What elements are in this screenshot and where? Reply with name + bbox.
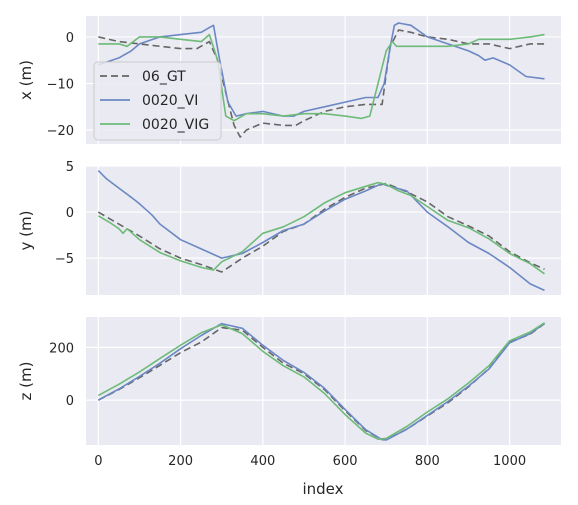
legend-label: 0020_VI <box>142 93 198 109</box>
legend-box <box>93 61 222 141</box>
series-line-0020_VIG <box>97 322 545 440</box>
x-tick-label: 400 <box>250 454 275 469</box>
x-tick-label: 1000 <box>493 454 526 469</box>
y-tick-label: 200 <box>49 341 74 356</box>
plot-background <box>86 166 561 295</box>
y-tick-label: −10 <box>47 77 74 92</box>
legend: 06_GT 0020_VI 0020_VIG <box>93 61 222 141</box>
y-tick-label: 0 <box>66 394 74 409</box>
series-line-06_GT <box>97 182 545 273</box>
panel-z: 0 200 400 600 800 1000 200 0 z (m) <box>17 317 561 469</box>
series-line-06_GT <box>97 322 545 441</box>
series-line-06_GT <box>98 29 545 138</box>
x-tick-label: 0 <box>94 454 102 469</box>
series-line-0020_VI <box>97 170 545 292</box>
series-line-0020_VIG <box>98 33 545 122</box>
series-line-0020_VIG <box>97 181 545 275</box>
series-line-0020_VI <box>98 22 545 117</box>
y-axis-label: x (m) <box>17 60 35 100</box>
legend-label: 06_GT <box>142 69 186 85</box>
y-axis-label: y (m) <box>17 211 35 251</box>
y-tick-label: 0 <box>66 206 74 221</box>
series-line-0020_VI <box>97 322 545 441</box>
plot-background <box>86 317 561 445</box>
x-tick-label: 200 <box>168 454 193 469</box>
y-tick-label: −20 <box>47 124 74 139</box>
x-tick-label: 600 <box>333 454 358 469</box>
panel-y: 5 0 −5 y (m) <box>17 160 561 295</box>
legend-label: 0020_VIG <box>142 117 209 133</box>
y-tick-label: −5 <box>55 252 74 267</box>
y-tick-label: 5 <box>66 160 74 175</box>
y-axis-label: z (m) <box>17 362 35 401</box>
panel-x: 0 −10 −20 x (m) 06_GT 0020_VI 0020_VIG <box>17 16 561 144</box>
x-tick-label: 800 <box>415 454 440 469</box>
x-axis-label: index <box>302 480 343 498</box>
y-tick-label: 0 <box>66 31 74 46</box>
